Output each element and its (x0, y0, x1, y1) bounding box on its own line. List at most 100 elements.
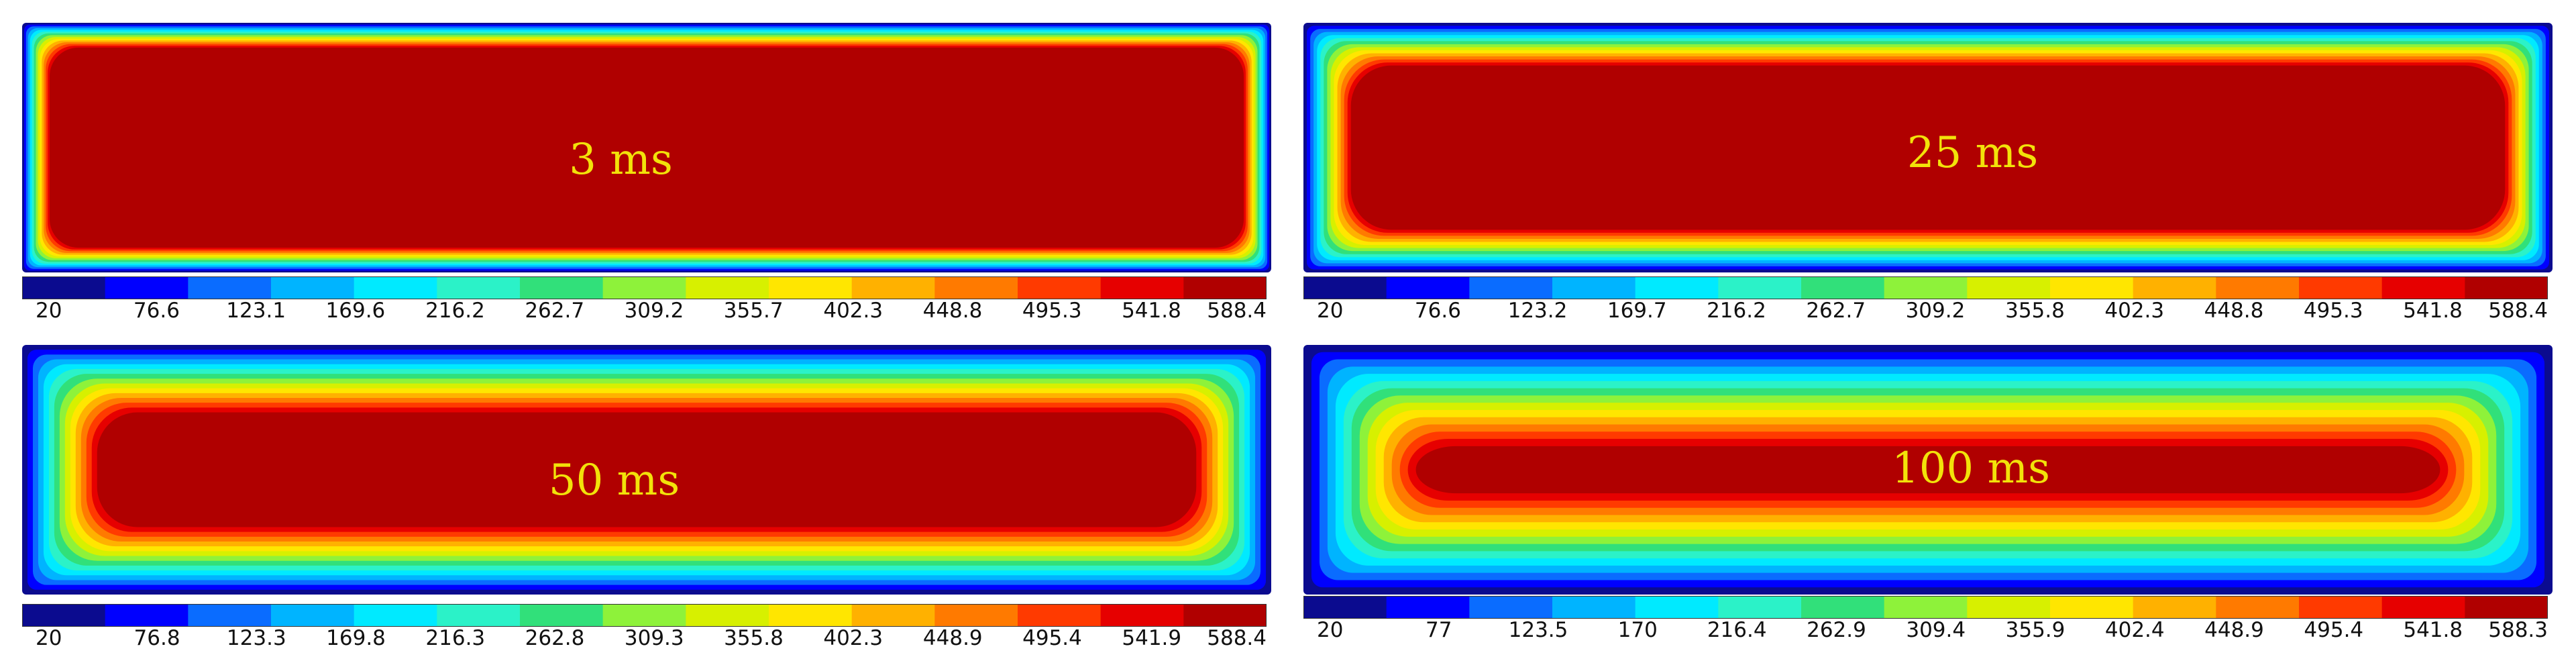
colorbar-swatch-7 (1884, 276, 1968, 299)
colorbar-swatch-9 (2050, 596, 2134, 619)
hot-core-region (1421, 451, 2435, 489)
colorbar-frame (1303, 276, 2548, 299)
colorbar-tick-label: 541.8 (1122, 299, 1181, 323)
colorbar-swatch-7 (602, 604, 686, 627)
colorbar-swatch-13 (1100, 276, 1184, 299)
colorbar-swatch-13 (2381, 276, 2465, 299)
colorbar-swatch-12 (1018, 604, 1102, 627)
colorbar-swatch-3 (1552, 596, 1636, 619)
temperature-field-50ms (22, 345, 1271, 595)
colorbar-swatch-2 (188, 604, 272, 627)
colorbar-ticks-50ms: 20 76.8 123.3 169.8 216.3 262.8 309.3 355.8 402.… (22, 628, 1271, 652)
heatmap-panel-25ms: 25 ms 20 76.6 123.2 169.7 216.2 262.7 309.2 355… (1303, 23, 2553, 322)
colorbar-tick-label: 448.9 (922, 626, 983, 650)
colorbar-swatch-12 (2299, 276, 2383, 299)
colorbar-swatch-4 (354, 604, 437, 627)
colorbar-ticks-100ms: 20 77 123.5 170 216.4 262.9 309.4 355.9 402.4 448… (1303, 620, 2553, 644)
colorbar-tick-label: 495.4 (1022, 626, 1082, 650)
colorbar-tick-label: 402.3 (823, 626, 883, 650)
colorbar-frame (22, 604, 1267, 627)
colorbar-tick-label: 169.7 (1607, 299, 1667, 323)
colorbar-tick-label: 355.9 (2005, 618, 2065, 642)
colorbar-50ms (22, 604, 1267, 627)
colorbar-tick-label: 309.3 (624, 626, 684, 650)
time-label-3ms: 3 ms (569, 135, 673, 185)
colorbar-swatch-1 (105, 276, 189, 299)
temperature-field-100ms (1303, 345, 2553, 595)
colorbar-swatch-7 (602, 276, 686, 299)
heatmap-panel-100ms: 100 ms 20 77 123.5 170 216.4 262.9 309.4 355.9 4… (1303, 345, 2553, 644)
colorbar-tick-label: 20 (36, 626, 62, 650)
colorbar-tick-label: 77 (1426, 618, 1452, 642)
colorbar-100ms (1303, 596, 2548, 619)
colorbar-tick-label: 76.6 (1414, 299, 1461, 323)
colorbar-tick-label: 262.7 (525, 299, 585, 323)
colorbar-tick-label: 20 (1317, 299, 1344, 323)
colorbar-swatch-10 (2133, 276, 2216, 299)
colorbar-swatch-6 (1801, 276, 1885, 299)
colorbar-ticks-3ms: 20 76.6 123.1 169.6 216.2 262.7 309.2 355.7 402.… (22, 301, 1271, 325)
colorbar-tick-label: 20 (36, 299, 62, 323)
colorbar-tick-label: 123.1 (226, 299, 286, 323)
colorbar-swatch-12 (1018, 276, 1102, 299)
colorbar-swatch-5 (1718, 596, 1802, 619)
colorbar-tick-label: 448.8 (922, 299, 983, 323)
colorbar-tick-label: 170 (1617, 618, 1658, 642)
hot-core-region (54, 52, 1239, 243)
colorbar-swatch-12 (2299, 596, 2383, 619)
colorbar-tick-label: 588.4 (2488, 299, 2548, 323)
colorbar-swatch-5 (437, 276, 521, 299)
colorbar-tick-label: 402.4 (2104, 618, 2165, 642)
colorbar-tick-label: 495.3 (2303, 299, 2363, 323)
colorbar-tick-label: 309.4 (1906, 618, 1966, 642)
colorbar-frame (1303, 596, 2548, 619)
colorbar-swatch-13 (1100, 604, 1184, 627)
colorbar-25ms (1303, 276, 2548, 299)
colorbar-swatch-9 (2050, 276, 2134, 299)
colorbar-tick-label: 262.8 (525, 626, 585, 650)
colorbar-swatch-9 (769, 604, 853, 627)
colorbar-swatch-10 (851, 276, 935, 299)
colorbar-tick-label: 76.6 (133, 299, 180, 323)
colorbar-tick-label: 541.9 (1122, 626, 1182, 650)
colorbar-swatch-8 (1967, 276, 2051, 299)
colorbar-tick-label: 448.9 (2204, 618, 2264, 642)
colorbar-swatch-8 (686, 604, 769, 627)
colorbar-ticks-25ms: 20 76.6 123.2 169.7 216.2 262.7 309.2 355.8 402.… (1303, 301, 2553, 325)
colorbar-tick-label: 448.8 (2204, 299, 2264, 323)
colorbar-swatch-4 (1635, 276, 1719, 299)
colorbar-swatch-14 (2465, 276, 2548, 299)
colorbar-tick-label: 123.3 (226, 626, 286, 650)
colorbar-tick-label: 76.8 (133, 626, 180, 650)
colorbar-swatch-3 (1552, 276, 1636, 299)
colorbar-tick-label: 402.3 (823, 299, 883, 323)
colorbar-tick-label: 216.4 (1707, 618, 1767, 642)
colorbar-tick-label: 309.2 (1905, 299, 1966, 323)
colorbar-tick-label: 20 (1317, 618, 1344, 642)
heatmap-panel-50ms: 50 ms 20 76.8 123.3 169.8 216.3 262.8 309.3 355… (22, 345, 1271, 649)
colorbar-tick-label: 309.2 (624, 299, 684, 323)
colorbar-swatch-13 (2381, 596, 2465, 619)
hot-core-region (1356, 70, 2500, 225)
colorbar-tick-label: 216.3 (425, 626, 486, 650)
colorbar-tick-label: 169.6 (325, 299, 386, 323)
colorbar-swatch-0 (1303, 276, 1387, 299)
colorbar-swatch-2 (188, 276, 272, 299)
colorbar-tick-label: 495.4 (2304, 618, 2364, 642)
colorbar-swatch-4 (354, 276, 437, 299)
colorbar-tick-label: 541.8 (2403, 299, 2463, 323)
colorbar-swatch-7 (1884, 596, 1968, 619)
colorbar-tick-label: 355.7 (723, 299, 784, 323)
colorbar-tick-label: 588.3 (2488, 618, 2548, 642)
time-label-50ms: 50 ms (548, 456, 680, 505)
colorbar-swatch-8 (1967, 596, 2051, 619)
colorbar-swatch-0 (22, 604, 106, 627)
temperature-field-25ms (1303, 23, 2553, 272)
time-label-100ms: 100 ms (1891, 444, 2051, 493)
colorbar-tick-label: 123.2 (1507, 299, 1568, 323)
colorbar-swatch-0 (1303, 596, 1387, 619)
colorbar-swatch-14 (1183, 604, 1267, 627)
colorbar-tick-label: 588.4 (1207, 299, 1267, 323)
colorbar-swatch-5 (437, 604, 521, 627)
colorbar-swatch-11 (934, 604, 1018, 627)
